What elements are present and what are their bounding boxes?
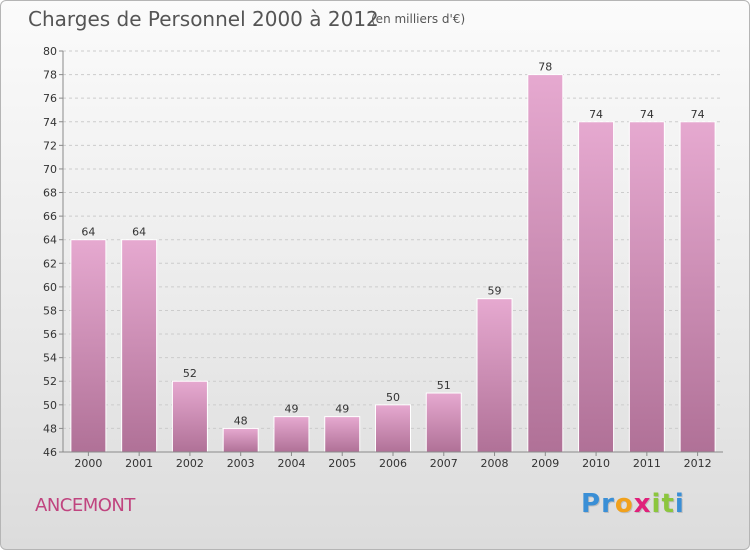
value-label-2011: 74 (640, 108, 654, 121)
x-tick-label-2008: 2008 (481, 457, 509, 470)
x-tick-label-2001: 2001 (125, 457, 153, 470)
y-tick-label: 70 (43, 163, 57, 176)
y-tick-label: 74 (43, 116, 57, 129)
bar-2011 (628, 121, 665, 453)
value-label-2003: 48 (234, 414, 248, 427)
axes (59, 50, 723, 456)
y-tick-label: 68 (43, 187, 57, 200)
x-tick-label-2000: 2000 (74, 457, 102, 470)
x-tick-label-2002: 2002 (176, 457, 204, 470)
x-tick-label-2011: 2011 (633, 457, 661, 470)
y-tick-label: 58 (43, 304, 57, 317)
y-tick-label: 56 (43, 328, 57, 341)
chart-title: Charges de Personnel 2000 à 2012 (28, 7, 379, 31)
bar-2007 (425, 392, 462, 453)
y-tick-label: 54 (43, 352, 57, 365)
bar-2003 (222, 427, 259, 453)
bar-2012 (679, 121, 716, 453)
bar-2004 (273, 416, 310, 453)
value-label-2009: 78 (538, 61, 552, 74)
logo-letter: r (601, 489, 615, 519)
y-tick-label: 72 (43, 139, 57, 152)
place-name: ANCEMONT (35, 495, 135, 516)
y-tick-label: 66 (43, 210, 57, 223)
x-tick-label-2012: 2012 (684, 457, 712, 470)
value-label-2006: 50 (386, 391, 400, 404)
logo-letter: i (651, 489, 662, 519)
logo-letter: i (674, 489, 685, 519)
value-label-2005: 49 (335, 403, 349, 416)
value-label-2010: 74 (589, 108, 603, 121)
logo-letter: t (661, 489, 675, 519)
value-label-2004: 49 (284, 403, 298, 416)
x-tick-label-2009: 2009 (531, 457, 559, 470)
x-tick-label-2007: 2007 (430, 457, 458, 470)
bars (70, 74, 716, 453)
value-label-2007: 51 (437, 379, 451, 392)
x-tick-label-2003: 2003 (227, 457, 255, 470)
y-tick-label: 62 (43, 257, 57, 270)
bar-2005 (324, 416, 361, 453)
value-label-2012: 74 (691, 108, 705, 121)
value-label-2001: 64 (132, 226, 146, 239)
proxiti-logo: Proxiti (581, 489, 685, 519)
y-tick-label: 64 (43, 234, 57, 247)
y-tick-label: 80 (43, 45, 57, 58)
logo-letter: o (614, 489, 634, 519)
x-tick-label-2004: 2004 (277, 457, 305, 470)
value-label-2008: 59 (488, 285, 502, 298)
y-tick-label: 78 (43, 69, 57, 82)
value-label-2002: 52 (183, 367, 197, 380)
bar-2001 (121, 239, 158, 453)
x-tick-label-2005: 2005 (328, 457, 356, 470)
x-tick-label-2010: 2010 (582, 457, 610, 470)
bar-2009 (527, 74, 564, 453)
value-label-2000: 64 (81, 226, 95, 239)
y-tick-label: 60 (43, 281, 57, 294)
y-tick-label: 46 (43, 446, 57, 459)
x-tick-label-2006: 2006 (379, 457, 407, 470)
logo-letter: x (633, 489, 652, 519)
bar-2008 (476, 298, 513, 453)
y-tick-label: 50 (43, 399, 57, 412)
bar-2002 (171, 380, 208, 453)
y-tick-label: 52 (43, 375, 57, 388)
y-tick-label: 76 (43, 92, 57, 105)
y-tick-label: 48 (43, 422, 57, 435)
bar-2006 (375, 404, 411, 453)
bar-2010 (578, 121, 615, 453)
chart-subtitle: (en milliers d'€) (371, 12, 466, 26)
labels: 46 48 50 52 54 56 58 60 62 64 66 68 70 72 74 76 78 80 64 20… (43, 45, 712, 470)
bar-2000 (70, 239, 107, 453)
logo-letter: P (581, 489, 602, 519)
